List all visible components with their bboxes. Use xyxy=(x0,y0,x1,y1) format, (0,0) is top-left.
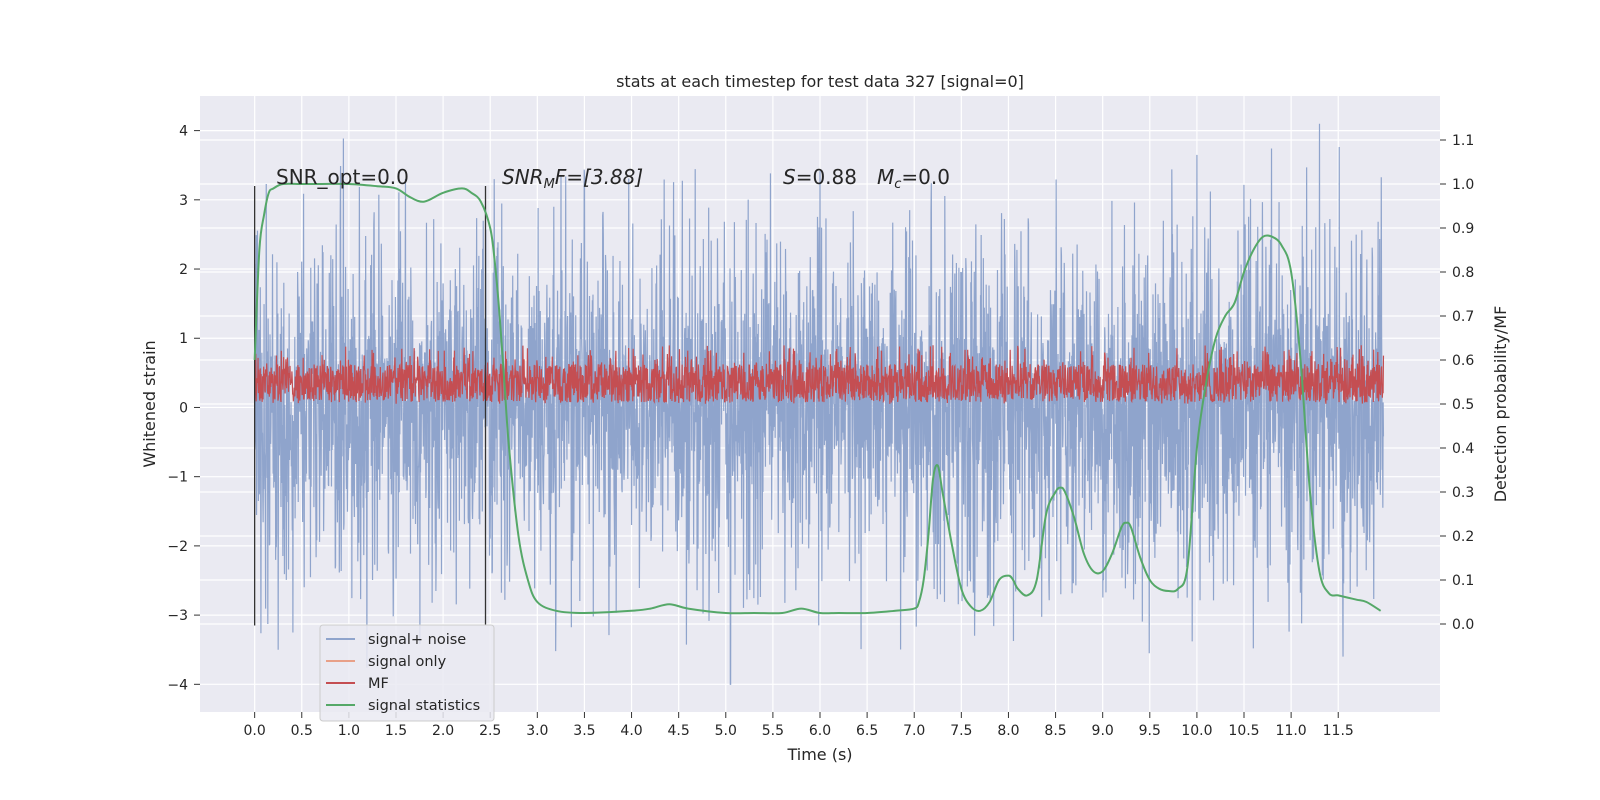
yl-tick-label-0: −4 xyxy=(167,677,188,693)
snr-mf-rest: F=[3.88] xyxy=(555,165,643,189)
annotation-s: S=0.88 xyxy=(783,165,857,189)
legend: signal+ noise signal only MF signal stat… xyxy=(319,624,495,722)
yl-tick-label-5: 1 xyxy=(179,331,188,347)
x-tick-label-5: 2.5 xyxy=(479,723,501,739)
yr-tick-label-5: 0.5 xyxy=(1452,397,1474,413)
x-tick-label-10: 5.0 xyxy=(715,723,737,739)
legend-frame xyxy=(319,624,495,722)
chart-title: stats at each timestep for test data 327… xyxy=(616,72,1024,91)
legend-label-signal-statistics: signal statistics xyxy=(368,698,480,714)
yl-tick-label-1: −3 xyxy=(167,608,188,624)
yr-tick-label-10: 1.0 xyxy=(1452,177,1474,193)
yl-tick-label-3: −1 xyxy=(167,470,188,486)
snr-mf-sub: M xyxy=(544,177,555,192)
x-tick-label-14: 7.0 xyxy=(903,723,925,739)
snr-mf-base: SNR xyxy=(502,165,544,189)
annotation-snr-mf: SNRMF=[3.88] xyxy=(502,165,643,192)
yr-tick-label-11: 1.1 xyxy=(1452,133,1474,149)
x-tick-label-19: 9.5 xyxy=(1139,723,1161,739)
yr-tick-label-3: 0.3 xyxy=(1452,485,1474,501)
series-signal-statistics xyxy=(253,182,1382,615)
yl-tick-label-2: −2 xyxy=(167,539,188,555)
legend-label-mf: MF xyxy=(368,676,389,692)
x-tick-label-3: 1.5 xyxy=(385,723,407,739)
x-tick-label-22: 11.0 xyxy=(1276,723,1307,739)
yr-tick-label-4: 0.4 xyxy=(1452,441,1474,457)
x-tick-label-16: 8.0 xyxy=(997,723,1019,739)
s-symbol: S xyxy=(783,165,796,189)
s-value: =0.88 xyxy=(796,165,857,189)
yr-tick-label-8: 0.8 xyxy=(1452,265,1474,281)
y-left-axis-ticks: −4 −3 −2 −1 0 1 2 3 4 xyxy=(167,124,200,693)
x-tick-label-7: 3.5 xyxy=(573,723,595,739)
yr-tick-label-7: 0.7 xyxy=(1452,309,1474,325)
x-tick-label-23: 11.5 xyxy=(1323,723,1354,739)
x-tick-label-8: 4.0 xyxy=(620,723,642,739)
yr-tick-label-6: 0.6 xyxy=(1452,353,1474,369)
series-mf xyxy=(254,345,1385,404)
x-tick-label-9: 4.5 xyxy=(668,723,690,739)
mc-value: =0.0 xyxy=(901,165,950,189)
x-tick-label-12: 6.0 xyxy=(809,723,831,739)
x-tick-label-18: 9.0 xyxy=(1092,723,1114,739)
series-layer xyxy=(253,123,1385,685)
annotation-snr-opt: SNR_opt=0.0 xyxy=(276,165,409,189)
x-axis-ticks: 0.0 0.5 1.0 1.5 2.0 2.5 3.0 3.5 4.0 4.5 5.0 5.5 6.0 6… xyxy=(244,712,1354,739)
x-tick-label-17: 8.5 xyxy=(1044,723,1066,739)
x-tick-label-1: 0.5 xyxy=(291,723,313,739)
yl-tick-label-4: 0 xyxy=(179,400,188,416)
x-tick-label-4: 2.0 xyxy=(432,723,454,739)
y-right-axis-ticks: 0.0 0.1 0.2 0.3 0.4 0.5 0.6 0.7 0.8 0.9 1.0 1.1 xyxy=(1440,133,1474,633)
x-tick-label-0: 0.0 xyxy=(244,723,266,739)
legend-label-signal-only: signal only xyxy=(368,654,447,670)
y-right-axis-label: Detection probability/MF xyxy=(1491,306,1510,503)
yl-tick-label-6: 2 xyxy=(179,262,188,278)
x-tick-label-13: 6.5 xyxy=(856,723,878,739)
x-tick-label-6: 3.0 xyxy=(526,723,548,739)
yl-tick-label-8: 4 xyxy=(179,124,188,140)
yr-tick-label-1: 0.1 xyxy=(1452,573,1474,589)
yr-tick-label-2: 0.2 xyxy=(1452,529,1474,545)
x-tick-label-20: 10.0 xyxy=(1181,723,1212,739)
mc-symbol: M xyxy=(877,165,894,189)
yl-tick-label-7: 3 xyxy=(179,193,188,209)
yr-tick-label-0: 0.0 xyxy=(1452,617,1474,633)
x-tick-label-2: 1.0 xyxy=(338,723,360,739)
annotation-mc: Mc=0.0 xyxy=(877,165,950,192)
y-left-axis-label: Whitened strain xyxy=(140,340,159,467)
series-signal-noise xyxy=(254,123,1385,685)
legend-label-signal-noise: signal+ noise xyxy=(368,632,466,648)
x-tick-label-15: 7.5 xyxy=(950,723,972,739)
yr-tick-label-9: 0.9 xyxy=(1452,221,1474,237)
x-axis-label: Time (s) xyxy=(786,745,852,764)
x-tick-label-11: 5.5 xyxy=(762,723,784,739)
x-tick-label-21: 10.5 xyxy=(1228,723,1259,739)
mc-sub: c xyxy=(894,177,901,192)
